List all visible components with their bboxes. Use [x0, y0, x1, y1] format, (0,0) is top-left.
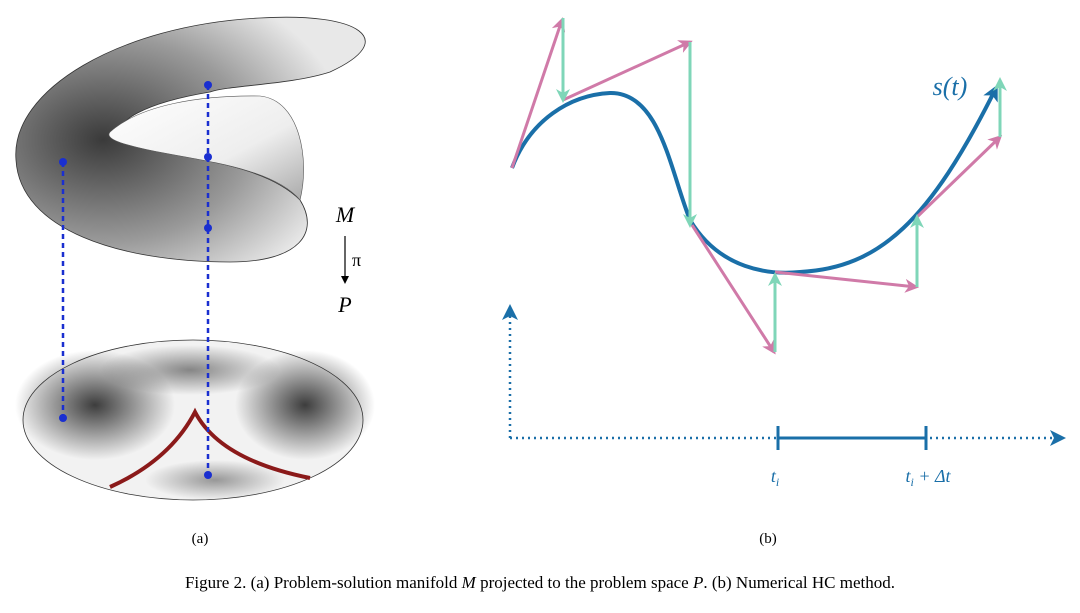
curve-label: s(t) — [933, 72, 968, 101]
corrector-steps — [556, 18, 1007, 352]
tick-sub: i — [776, 475, 779, 489]
space-label: P — [337, 292, 351, 317]
tick-base: t — [771, 466, 777, 486]
manifold — [15, 16, 366, 263]
tick-base: t — [905, 466, 911, 486]
manifold-label: M — [335, 202, 356, 227]
problem-space — [15, 339, 375, 501]
solution-points — [59, 81, 212, 479]
caption-text: Figure 2. (a) Problem-solution manifold — [185, 573, 462, 592]
caption-math: M — [461, 573, 477, 592]
tick-label: ti + Δt — [905, 466, 951, 489]
tick-label: ti — [771, 466, 779, 489]
panel-caption: (b) — [759, 531, 777, 547]
figure-caption: Figure 2. (a) Problem-solution manifold … — [185, 573, 895, 592]
caption-math: P — [692, 573, 703, 592]
tick-sub: i — [910, 475, 913, 489]
panel-caption: (a) — [192, 531, 209, 547]
solution-curve — [510, 84, 998, 275]
map-label: π — [352, 250, 361, 270]
caption-text: projected to the problem space — [476, 573, 693, 592]
step-interval — [776, 426, 928, 450]
predictor-steps — [510, 17, 1003, 355]
projection-lines — [61, 85, 210, 475]
axes — [502, 304, 1066, 446]
caption-text: . (b) Numerical HC method. — [703, 573, 895, 592]
tick-rest: + Δt — [914, 466, 952, 486]
